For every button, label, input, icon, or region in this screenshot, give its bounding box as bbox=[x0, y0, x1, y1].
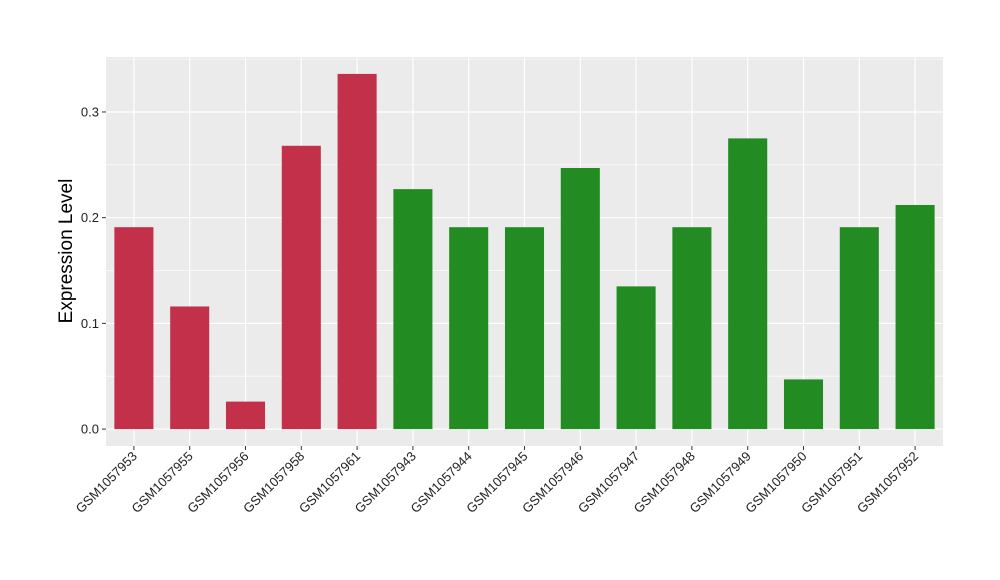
bar bbox=[839, 227, 879, 430]
bar bbox=[783, 379, 824, 430]
y-tick-label: 0.3 bbox=[81, 104, 99, 119]
bar bbox=[895, 204, 935, 430]
y-axis-title: Expression Level bbox=[56, 179, 77, 324]
bars bbox=[114, 73, 935, 430]
bar bbox=[560, 167, 600, 430]
y-tick-label: 0.1 bbox=[81, 316, 99, 331]
bar bbox=[225, 401, 266, 430]
bar bbox=[393, 189, 433, 430]
bar bbox=[449, 227, 489, 430]
y-tick-label: 0.0 bbox=[81, 422, 99, 437]
bar bbox=[114, 227, 154, 430]
bar bbox=[616, 286, 656, 430]
bar bbox=[281, 145, 321, 430]
y-axis: 0.0 0.1 0.2 0.3 bbox=[81, 104, 106, 437]
bar bbox=[504, 227, 545, 430]
y-tick-label: 0.2 bbox=[81, 210, 99, 225]
x-axis: GSM1057953GSM1057955GSM1057956GSM1057958… bbox=[73, 446, 921, 516]
bar bbox=[337, 73, 377, 430]
bar bbox=[170, 306, 210, 430]
bar bbox=[728, 138, 768, 430]
bar bbox=[672, 227, 712, 430]
